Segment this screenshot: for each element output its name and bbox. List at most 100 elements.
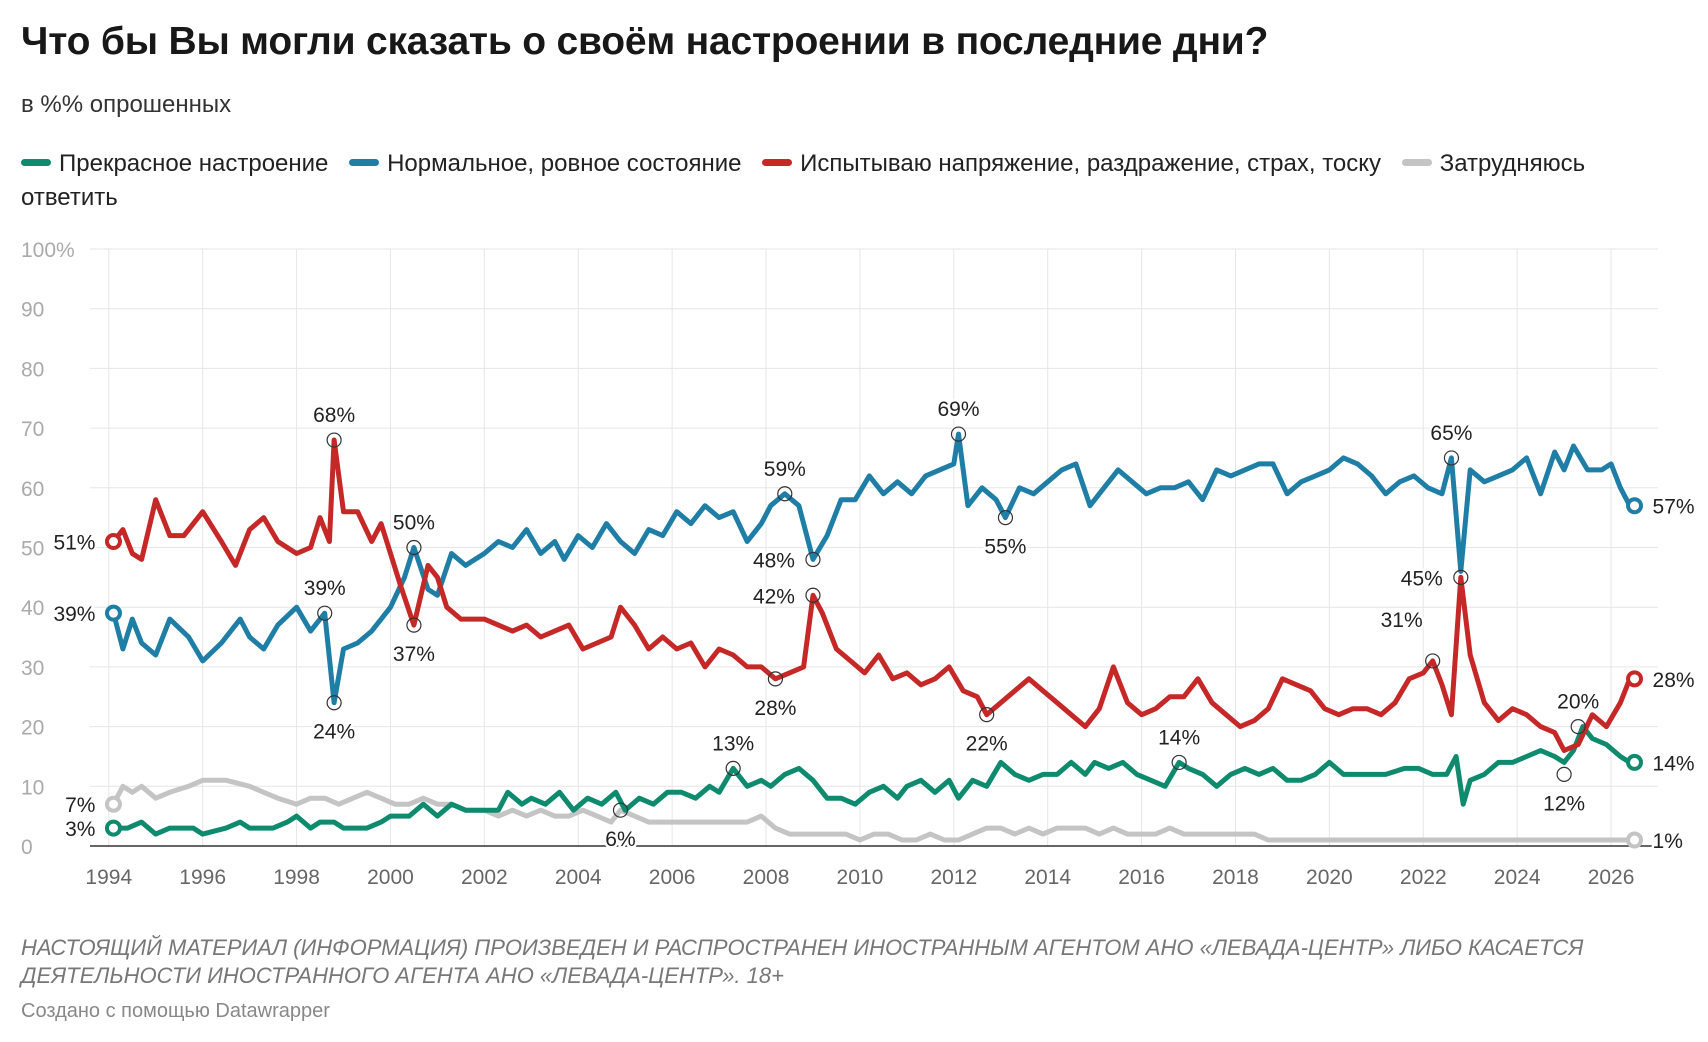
y-tick-label: 50 [21,538,44,561]
x-tick-label: 2008 [743,866,790,889]
chart-subtitle: в %% опрошенных [21,91,232,118]
annotation-label: 37% [393,643,435,666]
annotation-marker [805,551,821,568]
annotation-label: 65% [1430,422,1472,445]
annotation-label: 22% [966,733,1008,756]
annotation-marker [1425,653,1441,669]
y-tick-label: 60 [21,478,44,501]
annotation-label: 14% [1158,726,1200,749]
x-tick-label: 2016 [1118,866,1165,889]
annotation-marker [406,539,422,556]
chart-notes: НАСТОЯЩИЙ МАТЕРИАЛ (ИНФОРМАЦИЯ) ПРОИЗВЕД… [21,935,1584,988]
y-tick-label: 80 [21,358,44,381]
endpoint-dot [104,533,122,551]
legend-swatch-gray [1401,159,1432,167]
endpoint-dot [104,795,122,813]
annotation-label: 48% [753,549,795,572]
legend-label: Нормальное, ровное состояние [387,150,742,177]
endpoint-dot [1626,753,1644,771]
series-line [111,724,1637,837]
annotation-label: 50% [393,512,435,535]
y-tick-label: 10 [21,776,44,799]
legend-label: Прекрасное настроение [59,150,329,177]
annotation-label: 1% [1653,830,1683,853]
series-line [111,431,1637,706]
x-tick-label: 2000 [367,866,414,889]
x-tick-label: 2018 [1212,866,1259,889]
chart-legend: Прекрасное настроение Нормальное, ровное… [21,147,1681,215]
annotation-marker [725,760,741,776]
endpoint-dot [1626,831,1644,849]
x-tick-label: 2014 [1024,866,1071,889]
legend-item-tension: Испытываю напряжение, раздражение, страх… [762,150,1381,177]
legend-swatch-red [762,159,793,167]
x-tick-label: 2002 [461,866,508,889]
x-tick-label: 2020 [1306,866,1353,889]
y-tick-label: 70 [21,418,44,441]
annotation-marker [1171,754,1187,771]
annotation-label: 39% [304,577,346,600]
legend-item-hard-to-say: Затрудняюсь ответить [21,150,1585,211]
annotation-label: 45% [1401,567,1443,590]
annotation-label: 42% [753,585,795,608]
x-tick-label: 1996 [179,866,226,889]
annotation-label: 7% [65,794,95,817]
annotation-marker [612,802,629,818]
annotation-label: 12% [1543,792,1585,815]
annotation-label: 51% [53,532,95,555]
y-tick-label: 100% [21,239,75,262]
annotation-label: 59% [764,458,806,481]
endpoint-dot [104,819,122,837]
annotation-marker [805,587,821,603]
x-tick-label: 2012 [930,866,977,889]
annotation-label: 55% [984,536,1026,559]
x-tick-label: 2026 [1588,866,1635,889]
annotation-label: 14% [1653,752,1695,775]
annotation-label: 31% [1381,609,1423,632]
x-tick-label: 2006 [649,866,696,889]
series-line [111,777,1637,843]
x-tick-label: 2010 [837,866,884,889]
legend-swatch-green [21,159,51,167]
annotation-marker [1570,718,1586,735]
line-chart: 1994 1996 1998 2000 2002 2004 2006 2008 2010 2012… [21,239,1695,889]
annotation-marker [326,695,342,711]
annotation-label: 57% [1653,496,1695,519]
legend-item-normal-state: Нормальное, ровное состояние [349,150,742,177]
annotation-marker [1443,450,1460,466]
annotation-marker [406,617,422,633]
x-tick-label: 1994 [85,866,132,889]
y-tick-label: 20 [21,717,44,740]
annotation-label: 20% [1557,691,1599,714]
annotation-marker [950,426,967,442]
y-tick-label: 90 [21,299,44,322]
annotation-marker [767,671,784,687]
x-tick-label: 1998 [273,866,320,889]
annotation-label: 28% [1653,669,1695,692]
endpoint-dot [1626,497,1644,515]
x-tick-label: 2022 [1400,866,1447,889]
annotation-label: 68% [313,404,355,427]
y-tick-label: 0 [21,836,33,859]
chart-credit: Создано с помощью Datawrapper [21,1000,330,1022]
annotation-marker [997,510,1014,526]
chart-title: Что бы Вы могли сказать о своём настроен… [21,20,1269,63]
annotation-marker [979,707,995,723]
annotation-label: 6% [605,828,635,851]
x-tick-label: 2004 [555,866,602,889]
endpoint-dot [1626,670,1644,688]
y-tick-label: 30 [21,657,44,680]
annotation-marker [317,605,333,621]
annotation-label: 13% [712,732,754,755]
annotation-label: 28% [754,697,796,720]
legend-label: Испытываю напряжение, раздражение, страх… [800,150,1382,177]
annotation-label: 39% [53,603,95,626]
annotation-label: 3% [65,818,95,841]
annotation-marker [1453,569,1469,585]
annotation-label: 24% [313,721,355,744]
annotation-marker [326,432,342,448]
annotation-marker [777,486,793,502]
legend-item-great-mood: Прекрасное настроение [21,150,328,177]
y-tick-label: 40 [21,597,44,620]
legend-label: Затрудняюсь ответить [21,150,1586,211]
